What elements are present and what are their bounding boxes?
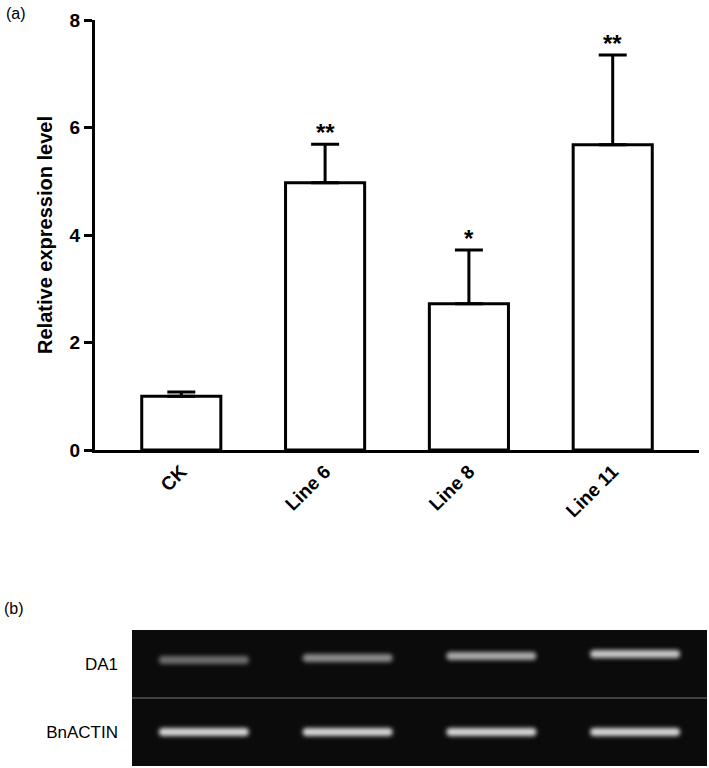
svg-text:DA1: DA1 bbox=[85, 655, 118, 674]
svg-text:4: 4 bbox=[70, 225, 81, 246]
svg-text:8: 8 bbox=[70, 10, 81, 31]
svg-text:BnACTIN: BnACTIN bbox=[46, 723, 118, 742]
svg-text:CK: CK bbox=[157, 461, 191, 495]
svg-text:2: 2 bbox=[70, 332, 81, 353]
svg-text:Line 8: Line 8 bbox=[425, 461, 479, 515]
svg-text:0: 0 bbox=[70, 440, 81, 461]
svg-text:6: 6 bbox=[70, 117, 81, 138]
svg-text:**: ** bbox=[316, 119, 335, 146]
svg-text:Line 11: Line 11 bbox=[562, 461, 623, 522]
svg-text:Line 6: Line 6 bbox=[281, 461, 335, 515]
svg-text:Relative expression level: Relative expression level bbox=[34, 116, 56, 354]
svg-text:(a): (a) bbox=[6, 5, 26, 22]
svg-text:**: ** bbox=[603, 30, 622, 57]
svg-text:*: * bbox=[464, 225, 474, 252]
svg-text:(b): (b) bbox=[4, 600, 24, 617]
